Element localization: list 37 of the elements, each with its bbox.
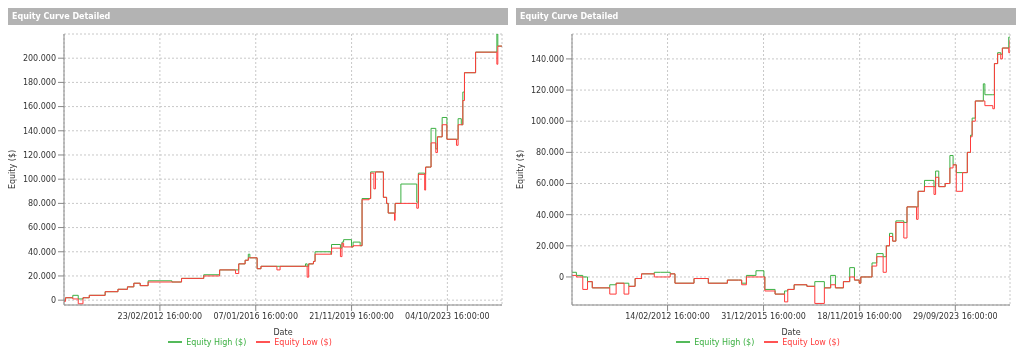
- x-tick-label: 23/02/2012 16:00:00: [117, 311, 203, 321]
- y-tick-label: 180.000: [22, 78, 56, 88]
- x-tick-label: 14/02/2012 16:00:00: [625, 311, 710, 321]
- legend-label: Equity High ($): [694, 337, 755, 347]
- x-tick-label: 21/11/2019 16:00:00: [309, 311, 394, 321]
- x-axis-title: Date: [781, 328, 801, 337]
- x-tick-label: 04/10/2023 16:00:00: [405, 311, 490, 321]
- chart-title: Equity Curve Detailed: [8, 8, 508, 25]
- y-tick-label: 80.000: [28, 199, 56, 209]
- x-tick-label: 31/12/2015 16:00:00: [721, 311, 806, 321]
- legend-label: Equity High ($): [186, 337, 247, 347]
- y-tick-label: 60.000: [28, 223, 56, 233]
- y-tick-label: 100.000: [530, 117, 564, 127]
- y-tick-label: 40.000: [28, 247, 56, 257]
- y-tick-label: 140.000: [530, 54, 564, 64]
- x-tick-label: 07/01/2016 16:00:00: [213, 311, 299, 321]
- x-axis-title: Date: [273, 328, 293, 337]
- y-tick-label: 80.000: [536, 148, 564, 158]
- y-tick-label: 140.000: [22, 126, 56, 136]
- y-tick-label: 160.000: [22, 102, 56, 112]
- y-tick-label: 20.000: [28, 271, 56, 281]
- y-tick-label: 120.000: [22, 150, 56, 160]
- y-tick-label: 20.000: [536, 241, 564, 251]
- y-tick-label: 200.000: [22, 54, 56, 64]
- y-axis-title: Equity ($): [7, 149, 17, 190]
- chart-title: Equity Curve Detailed: [516, 8, 1016, 25]
- y-axis-title: Equity ($): [515, 149, 525, 190]
- y-tick-label: 120.000: [530, 85, 564, 95]
- legend-label: Equity Low ($): [274, 337, 332, 347]
- x-tick-label: 18/11/2019 16:00:00: [817, 311, 902, 321]
- y-tick-label: 60.000: [536, 179, 564, 189]
- y-tick-label: 40.000: [536, 210, 564, 220]
- y-tick-label: 100.000: [22, 175, 56, 185]
- x-tick-label: 29/09/2023 16:00:00: [913, 311, 998, 321]
- legend-label: Equity Low ($): [782, 337, 840, 347]
- y-tick-label: 0: [558, 272, 564, 282]
- y-tick-label: 0: [50, 296, 56, 305]
